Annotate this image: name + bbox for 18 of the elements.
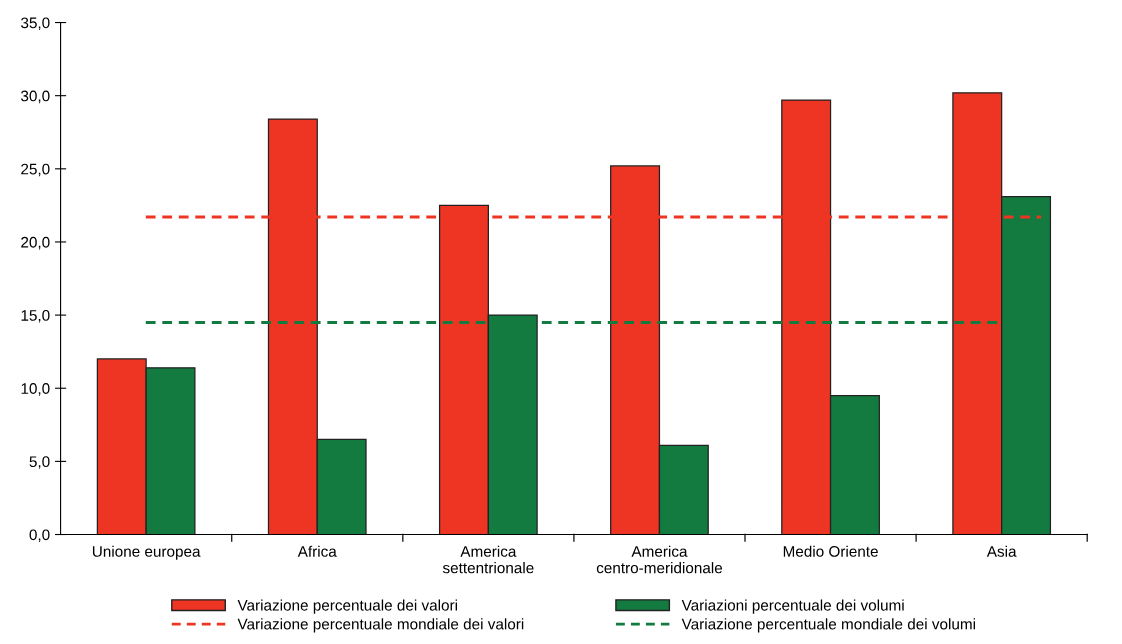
y-tick-label: 25,0 <box>21 163 50 177</box>
legend-label: Variazione percentuale mondiale dei volumi <box>681 618 975 633</box>
x-tick-label: America settentrionale <box>442 545 534 574</box>
x-tick-label: Medio Oriente <box>783 545 878 557</box>
legend-label: Variazione percentuale mondiale dei valori <box>237 618 524 633</box>
y-tick-label: 30,0 <box>21 90 50 104</box>
y-tick-label: 20,0 <box>21 236 50 250</box>
x-tick-label: Africa <box>297 545 337 557</box>
y-tick-label: 35,0 <box>21 17 50 31</box>
legend-label: Variazione percentuale dei valori <box>237 599 457 614</box>
x-tick-label: America centro-meridionale <box>596 545 723 574</box>
y-tick-label: 5,0 <box>29 456 50 469</box>
x-tick-label: Unione europea <box>92 545 201 560</box>
legend-label: Variazioni percentuale dei volumi <box>681 599 904 614</box>
x-tick-label: Asia <box>986 545 1017 557</box>
y-tick-label: 15,0 <box>21 309 50 323</box>
y-tick-label: 10,0 <box>21 383 50 396</box>
y-tick-label: 0,0 <box>29 529 50 543</box>
